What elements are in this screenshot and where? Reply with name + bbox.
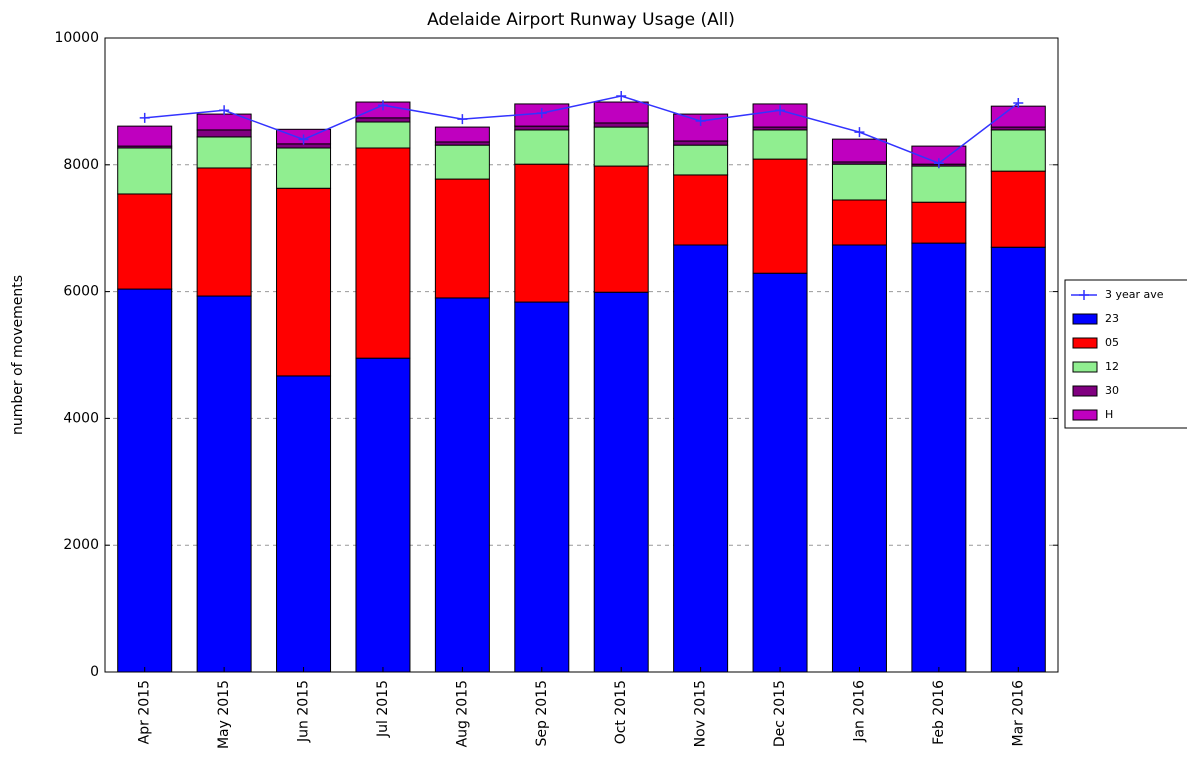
legend-label: 05 — [1105, 336, 1119, 349]
line-marker — [377, 100, 388, 111]
bar-segment — [196, 129, 252, 138]
bar-segment — [831, 138, 887, 163]
bar-segment — [276, 187, 332, 377]
bar-segment — [196, 167, 252, 297]
legend-marker — [1079, 290, 1089, 300]
legend-swatch — [1072, 337, 1098, 349]
bar-segment — [911, 165, 967, 203]
bar-segment — [276, 143, 332, 149]
bar-segment — [593, 126, 649, 167]
bar-segment — [117, 125, 173, 147]
bar-segment — [990, 246, 1046, 673]
bar-segment — [434, 144, 490, 180]
chart-title: Adelaide Airport Runway Usage (All) — [427, 10, 735, 30]
x-tick-label: Nov 2015 — [693, 680, 709, 747]
bar-segment — [752, 272, 808, 673]
bar-segment — [911, 201, 967, 244]
plot-frame — [104, 37, 1059, 673]
line-marker — [457, 114, 468, 125]
legend-swatch — [1072, 361, 1098, 373]
x-tick-label: Oct 2015 — [613, 680, 629, 744]
legend-label: H — [1105, 408, 1113, 421]
x-tick-label: Jan 2016 — [851, 680, 867, 743]
line-marker — [536, 108, 547, 119]
x-tick-label: Aug 2015 — [454, 680, 470, 747]
bar-segment — [117, 193, 173, 290]
line-marker — [933, 158, 944, 169]
x-tick-label: Sep 2015 — [534, 680, 550, 746]
x-tick-label: Mar 2016 — [1010, 680, 1026, 747]
bar-segment — [752, 103, 808, 128]
y-tick-label: 6000 — [63, 284, 99, 300]
legend-label: 3 year ave — [1105, 288, 1164, 301]
bar-segment — [673, 144, 729, 176]
bar-segment — [990, 129, 1046, 172]
bar-segment — [593, 101, 649, 124]
bar-segment — [355, 121, 411, 149]
bar-segment — [752, 158, 808, 274]
x-tick-label: Jun 2015 — [296, 680, 312, 743]
line-marker — [775, 105, 786, 116]
bar-segment — [355, 117, 411, 123]
bar-segment — [355, 357, 411, 673]
line-marker — [854, 127, 865, 138]
legend-label: 23 — [1105, 312, 1119, 325]
line-marker — [616, 91, 627, 102]
bar-segment — [514, 301, 570, 673]
bar-segment — [117, 288, 173, 673]
legend-swatch — [1072, 385, 1098, 397]
bar-segment — [355, 147, 411, 359]
bar-segment — [673, 174, 729, 246]
bar-segment — [434, 178, 490, 299]
bar-segment — [990, 170, 1046, 248]
legend-box — [1064, 279, 1187, 429]
bar-segment — [117, 147, 173, 195]
bar-segment — [434, 126, 490, 143]
x-tick-label: May 2015 — [216, 680, 232, 749]
bar-segment — [593, 291, 649, 673]
y-tick-label: 10000 — [54, 30, 99, 46]
legend-swatch — [1072, 409, 1098, 421]
bar-segment — [752, 129, 808, 160]
line-marker — [139, 112, 150, 123]
line-marker — [219, 105, 230, 116]
bar-segment — [831, 244, 887, 673]
legend-label: 12 — [1105, 360, 1119, 373]
bar-segment — [831, 163, 887, 201]
bar-segment — [196, 295, 252, 673]
bar-segment — [673, 244, 729, 673]
legend-swatch — [1072, 313, 1098, 325]
bar-segment — [673, 140, 729, 146]
bar-segment — [593, 165, 649, 293]
bar-segment — [196, 136, 252, 169]
bar-segment — [514, 125, 570, 131]
y-tick-label: 2000 — [63, 537, 99, 553]
bar-segment — [276, 375, 332, 673]
bar-segment — [514, 163, 570, 303]
x-tick-label: Dec 2015 — [772, 680, 788, 747]
y-tick-label: 8000 — [63, 157, 99, 173]
bar-segment — [593, 122, 649, 128]
line-marker — [695, 116, 706, 127]
bar-segment — [911, 242, 967, 673]
line-marker — [1013, 97, 1024, 108]
bar-segment — [276, 147, 332, 189]
line-series — [144, 95, 1019, 165]
x-tick-label: Jul 2015 — [375, 680, 391, 738]
bar-segment — [514, 129, 570, 165]
x-tick-label: Feb 2016 — [931, 680, 947, 745]
bar-segment — [434, 297, 490, 673]
bar-segment — [831, 199, 887, 246]
legend-label: 30 — [1105, 384, 1119, 397]
x-tick-label: Apr 2015 — [137, 680, 153, 744]
y-axis-label: number of movements — [10, 275, 26, 435]
y-tick-label: 0 — [90, 664, 99, 680]
line-marker — [298, 134, 309, 145]
y-tick-label: 4000 — [63, 410, 99, 426]
